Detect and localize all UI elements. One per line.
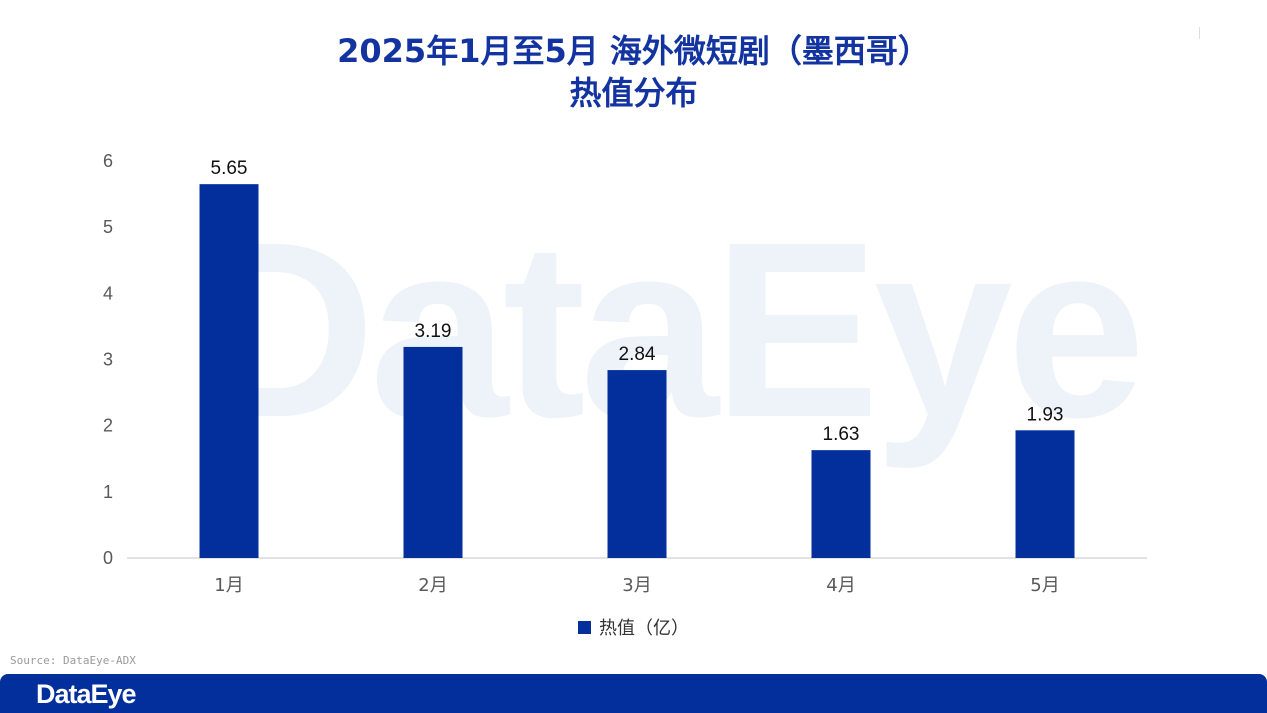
y-tick-label: 0 — [103, 548, 113, 568]
bar-3 — [607, 370, 667, 558]
y-tick-label: 6 — [103, 151, 113, 171]
y-tick-label: 3 — [103, 350, 113, 370]
x-tick-label: 4月 — [826, 575, 855, 596]
footer-bar: DataEye — [0, 674, 1267, 713]
y-tick-label: 1 — [103, 482, 113, 502]
bars-group — [199, 184, 1075, 559]
legend-swatch — [578, 620, 591, 634]
decorative-divider — [1199, 27, 1200, 39]
y-tick-label: 2 — [103, 416, 113, 436]
y-tick-label: 5 — [103, 217, 113, 237]
y-axis-labels: 0 1 2 3 4 5 6 — [103, 151, 113, 568]
watermark-logo: DataEye — [195, 190, 1146, 469]
chart-title-line-2: 热值分布 — [569, 74, 698, 112]
value-labels-group: 5.65 3.19 2.84 1.63 1.93 — [211, 158, 1064, 445]
bar-4 — [811, 450, 871, 558]
chart-title-line-1: 2025年1月至5月 海外微短剧（墨西哥） — [337, 32, 930, 70]
footer-brand-logo: DataEye — [36, 679, 137, 709]
data-label-3: 2.84 — [619, 344, 656, 365]
data-label-1: 5.65 — [211, 158, 248, 179]
bar-5 — [1015, 430, 1075, 558]
x-tick-label: 5月 — [1030, 575, 1059, 596]
chart-title: 2025年1月至5月 海外微短剧（墨西哥） 热值分布 — [0, 30, 1267, 114]
data-label-5: 1.93 — [1027, 404, 1064, 425]
legend-label: 热值（亿） — [599, 618, 689, 639]
legend: 热值（亿） — [0, 614, 1267, 640]
x-axis-labels: 1月 2月 3月 4月 5月 — [214, 575, 1059, 596]
x-tick-label: 2月 — [418, 575, 447, 596]
data-label-4: 1.63 — [823, 424, 860, 445]
source-note: Source: DataEye-ADX — [10, 654, 136, 667]
bar-1 — [199, 184, 259, 559]
x-tick-label: 3月 — [622, 575, 651, 596]
y-tick-label: 4 — [103, 283, 113, 303]
bar-2 — [403, 346, 463, 558]
x-tick-label: 1月 — [214, 575, 243, 596]
data-label-2: 3.19 — [415, 321, 452, 342]
